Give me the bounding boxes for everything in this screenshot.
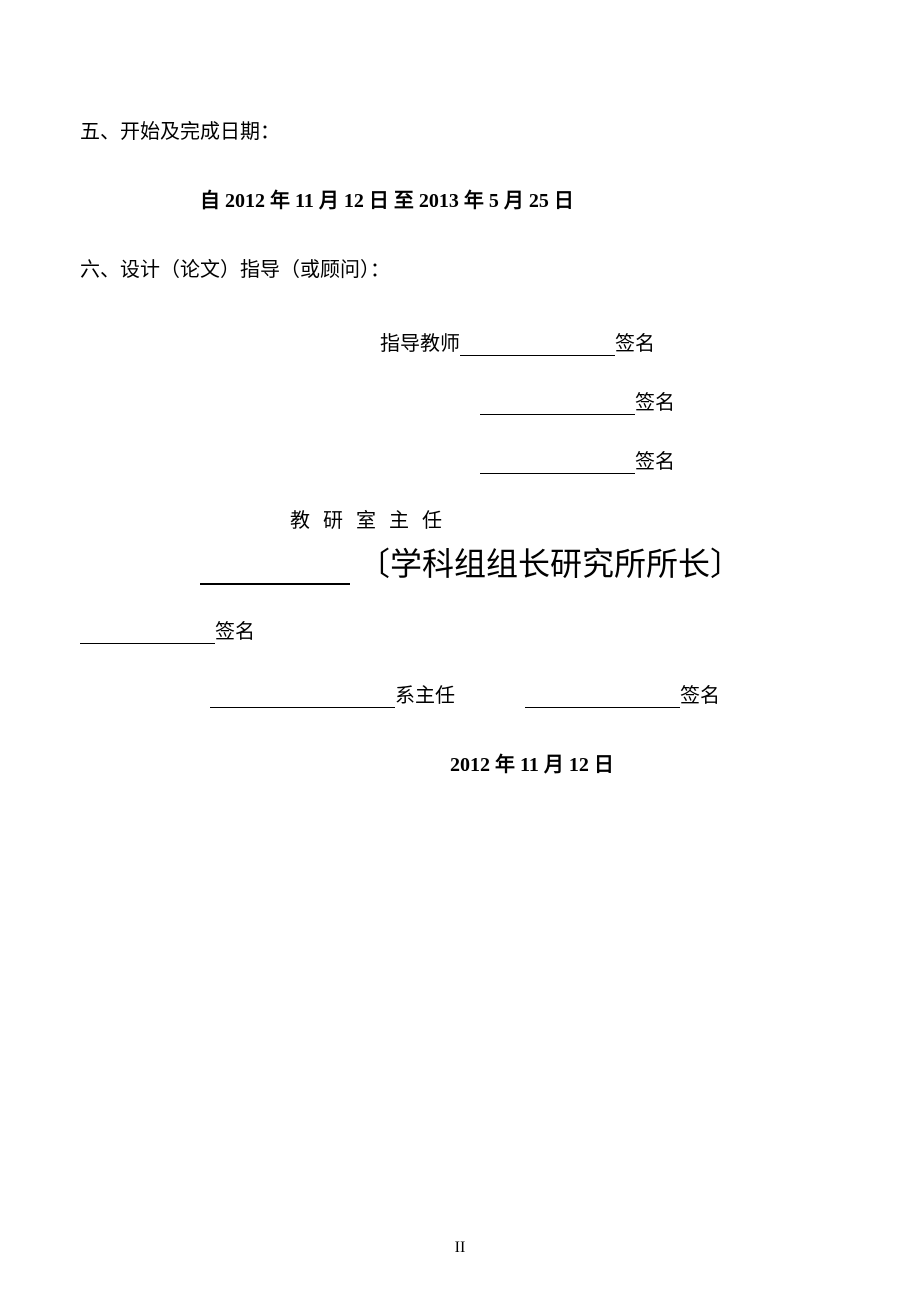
signature-label: 签名 [215,621,255,643]
footer-date: 2012 年 11 月 12 日 [80,748,840,777]
parenthetical-text: 〔学科组组长研究所所长〕 [358,546,742,582]
leading-underline [210,688,395,708]
page-number: II [0,1239,920,1257]
signature-underline [480,454,635,474]
dept-head-label: 教 研 室 主 任 [80,504,840,533]
signature-underline [80,624,215,644]
parenthetical-line: 〔学科组组长研究所所长〕 [80,539,840,585]
dean-signature-line: 系主任 签名 [80,679,840,708]
section-five-heading: 五、开始及完成日期： [80,115,840,144]
signature-underline [525,688,680,708]
date-range: 自 2012 年 11 月 12 日 至 2013 年 5 月 25 日 [80,184,840,213]
signature-line-3: 签名 [80,445,840,474]
dean-label: 系主任 [395,685,455,707]
signature-label: 签名 [635,451,675,473]
leading-underline [200,553,350,585]
signature-underline [460,336,615,356]
advisor-label: 指导教师 [380,333,460,355]
signature-line-2: 签名 [80,386,840,415]
signature-label: 签名 [635,392,675,414]
section-six-heading: 六、设计（论文）指导（或顾问）： [80,253,840,282]
signature-underline [480,395,635,415]
signature-label: 签名 [680,685,720,707]
bottom-signature-line: 签名 [80,615,840,644]
signature-label: 签名 [615,333,655,355]
advisor-signature-line: 指导教师 签名 [80,327,840,356]
